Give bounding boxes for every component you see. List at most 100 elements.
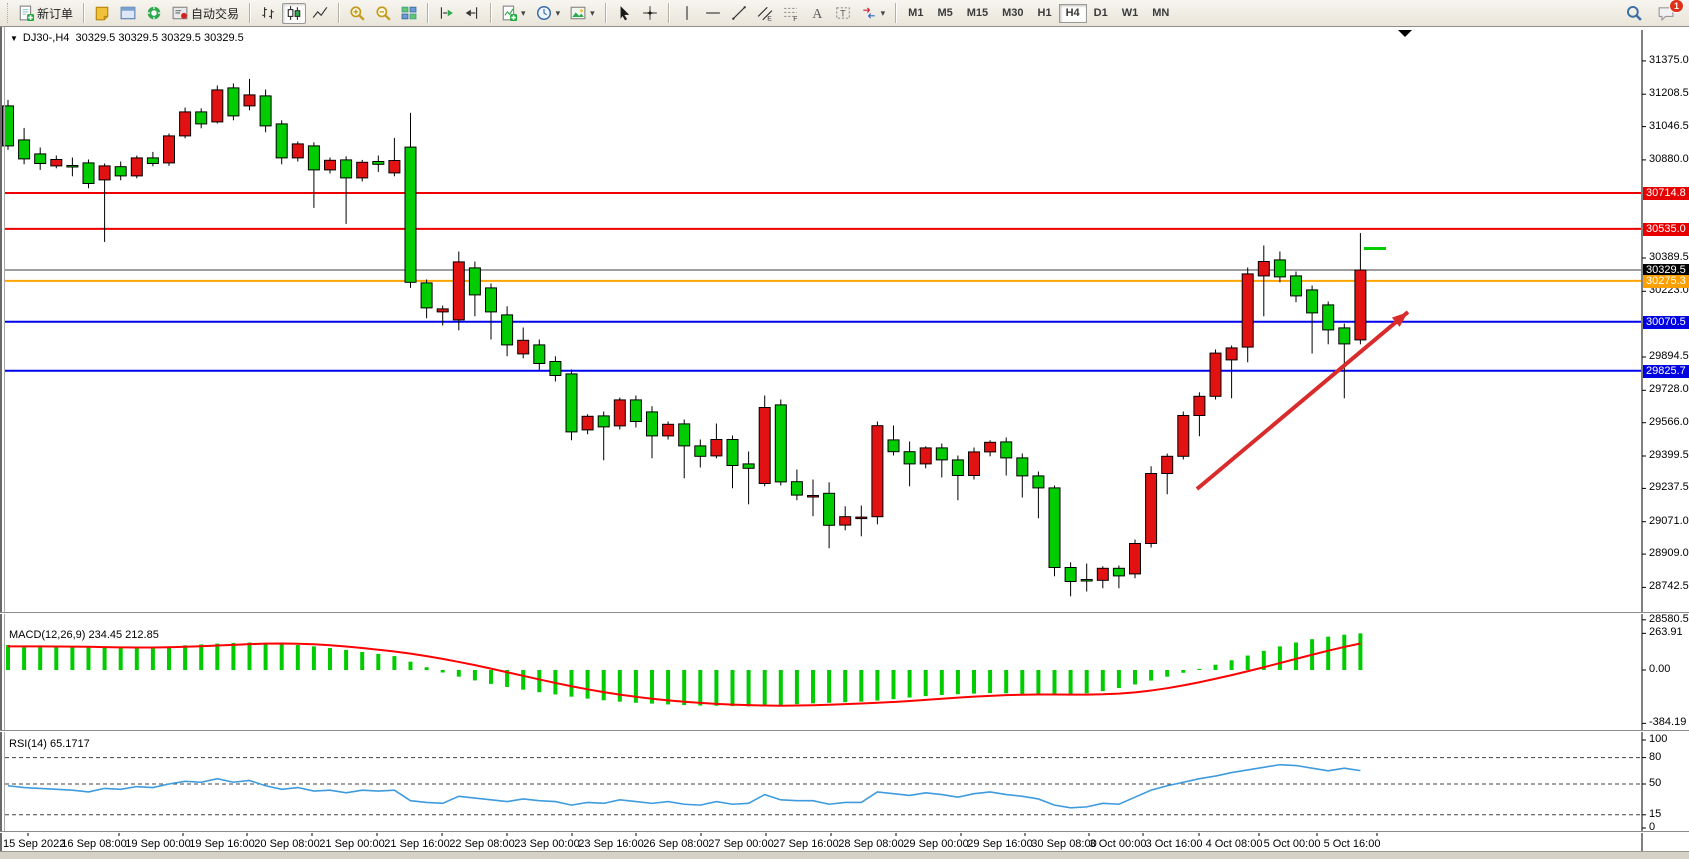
rsi-line — [7, 763, 1361, 809]
zoom-in-button[interactable] — [345, 3, 369, 24]
timeframe-button-m1[interactable]: M1 — [908, 7, 924, 19]
trend-arrow[interactable] — [1195, 310, 1410, 491]
time-axis-label: 5 Oct 00:00 — [1263, 838, 1321, 850]
equidistant-channel-button[interactable]: E — [753, 3, 777, 24]
candle — [1241, 273, 1254, 348]
timeframe-button-h4[interactable]: H4 — [1058, 3, 1087, 23]
fibonacci-button[interactable]: F — [779, 3, 803, 24]
autotrading-button[interactable]: 自动交易 — [168, 3, 243, 24]
timeframe-button-m15[interactable]: M15 — [966, 7, 989, 19]
bar-chart-button[interactable] — [256, 3, 280, 24]
candle — [565, 373, 578, 433]
candle — [307, 145, 320, 171]
chart-header-collapse-icon[interactable]: ▼ — [10, 34, 18, 43]
candle — [227, 87, 240, 117]
chart-corner-triangle[interactable] — [1398, 30, 1412, 37]
candle — [50, 159, 63, 167]
candle — [742, 463, 755, 469]
auto-scroll-button[interactable] — [434, 3, 458, 24]
candle — [1048, 487, 1061, 568]
new-order-icon — [18, 5, 34, 21]
hline-icon — [705, 5, 721, 21]
new-order-button[interactable]: 新订单 — [14, 3, 77, 24]
candle — [243, 94, 256, 107]
search-button[interactable] — [1622, 3, 1646, 24]
candlestick-chart-button[interactable] — [282, 2, 307, 24]
timeframe-button-m5[interactable]: M5 — [937, 7, 953, 19]
crosshair-icon — [642, 5, 658, 21]
candle — [388, 160, 401, 174]
tile-windows-button[interactable] — [397, 3, 421, 24]
navigator-button[interactable] — [142, 3, 166, 24]
note-icon — [94, 5, 110, 21]
trend-arrow-head[interactable] — [1391, 307, 1412, 327]
time-axis-label: 3 Oct 16:00 — [1145, 838, 1203, 850]
vertical-line-button[interactable] — [675, 3, 699, 24]
cursor-button[interactable] — [612, 3, 636, 24]
label-button[interactable]: T — [831, 3, 855, 24]
macd-axis-tick-label: 263.91 — [1649, 626, 1683, 639]
time-axis-label: 21 Sep 00:00 — [319, 838, 385, 850]
macd-axis-tick-label: 0.00 — [1649, 663, 1671, 675]
candle — [1338, 327, 1351, 345]
charts-list-button[interactable] — [90, 3, 114, 24]
time-axis-label: 19 Sep 16:00 — [189, 838, 255, 850]
data-window-button[interactable] — [116, 3, 140, 24]
chart-shift-button[interactable] — [460, 3, 484, 24]
indicators-button[interactable]: ▾ — [497, 3, 530, 24]
svg-text:E: E — [767, 15, 772, 21]
candle — [903, 451, 916, 465]
pane-separator-rsi[interactable] — [0, 730, 1689, 731]
pane-separator-macd[interactable] — [0, 612, 1689, 613]
time-axis-label: 21 Sep 16:00 — [384, 838, 450, 850]
horizontal-line-button[interactable] — [701, 3, 725, 24]
candle — [211, 89, 224, 123]
candle — [468, 267, 481, 296]
candle — [1145, 473, 1158, 544]
line-chart-button[interactable] — [308, 3, 332, 24]
periods-button[interactable]: ▾ — [532, 3, 565, 24]
price-tag-29825.7: 29825.7 — [1643, 364, 1689, 378]
timeframe-button-mn[interactable]: MN — [1152, 7, 1170, 19]
notifications-button[interactable]: 1 — [1654, 0, 1684, 24]
time-axis-label: 4 Oct 08:00 — [1205, 838, 1263, 850]
price-tag-30714.8: 30714.8 — [1643, 186, 1689, 200]
candle — [404, 146, 417, 283]
arrows-button[interactable]: ▾ — [857, 3, 890, 24]
chart-canvas[interactable] — [0, 27, 1689, 859]
text-button[interactable]: A — [805, 3, 829, 24]
toolbar-separator — [249, 3, 251, 23]
zoom-out-button[interactable] — [371, 3, 395, 24]
time-axis-top-border[interactable] — [0, 831, 1689, 832]
candle — [710, 439, 723, 457]
timeframe-button-w1[interactable]: W1 — [1121, 7, 1139, 19]
candle — [871, 425, 884, 518]
toolbar-separator — [427, 3, 429, 23]
trendline-button[interactable] — [727, 3, 751, 24]
candle — [275, 123, 288, 159]
clock-icon — [536, 5, 552, 21]
candle — [646, 411, 658, 437]
timeframe-button-h1[interactable]: H1 — [1037, 7, 1052, 19]
candle — [420, 282, 433, 309]
timeframe-button-d1[interactable]: D1 — [1093, 7, 1108, 19]
candle — [662, 423, 675, 437]
candle — [597, 415, 610, 428]
candle — [855, 516, 868, 520]
time-axis-label: 15 Sep 2022 — [3, 838, 66, 850]
chart-window[interactable] — [0, 27, 1689, 851]
crosshair-button[interactable] — [638, 3, 662, 24]
candle — [82, 162, 95, 184]
timeframe-button-m30[interactable]: M30 — [1002, 7, 1024, 19]
rsi-axis-tick-label: 15 — [1649, 807, 1662, 820]
candle — [1193, 395, 1206, 416]
chevron-down-icon: ▾ — [521, 7, 526, 18]
ask-price-dash — [1364, 247, 1386, 250]
candle — [1290, 275, 1302, 297]
candle — [436, 308, 449, 313]
rsi-axis-tick-label: 0 — [1649, 821, 1656, 833]
time-axis-label: 22 Sep 08:00 — [449, 838, 515, 850]
templates-button[interactable]: ▾ — [566, 3, 599, 24]
candle — [758, 407, 771, 484]
candle — [839, 516, 852, 526]
